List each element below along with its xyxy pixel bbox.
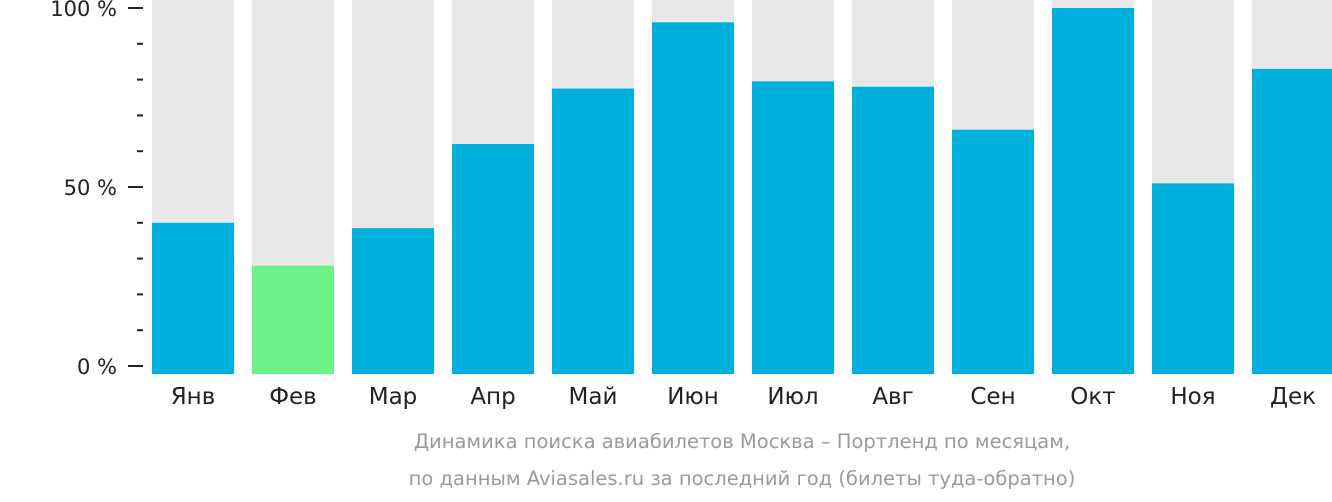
x-tick-label: Ноя	[1170, 384, 1215, 410]
bar-4	[452, 144, 534, 374]
bar-2	[252, 265, 334, 374]
chart-caption-line-1: Динамика поиска авиабилетов Москва – Пор…	[413, 430, 1071, 453]
x-tick-label: Июл	[767, 384, 818, 410]
x-tick-label: Фев	[269, 384, 317, 410]
x-axis-labels: Янв Фев Мар Апр Май Июн Июл Авг Сен Окт Ноя Дек	[171, 384, 1316, 410]
bar-12	[1252, 68, 1332, 375]
bar-9	[952, 129, 1034, 374]
x-tick-label: Мар	[369, 384, 418, 410]
chart-caption-line-2: по данным Aviasales.ru за последний год …	[408, 467, 1076, 490]
bar-chart: 0 % 50 % 100 % Янв Фев Мар Апр Май Июн Июл Авг Сен…	[50, 0, 1332, 410]
bar-5	[552, 88, 634, 375]
x-tick-label: Авг	[872, 384, 913, 410]
bar-11	[1152, 183, 1234, 374]
y-tick-label: 100 %	[50, 0, 117, 21]
x-tick-label: Май	[569, 384, 618, 410]
x-tick-label: Янв	[171, 384, 216, 410]
bar-8	[852, 86, 934, 374]
x-tick-label: Сен	[970, 384, 1015, 410]
y-tick-label: 0 %	[77, 355, 117, 379]
y-axis: 0 % 50 % 100 %	[50, 0, 143, 379]
x-tick-label: Апр	[470, 384, 515, 410]
bar-3	[352, 228, 434, 374]
bars	[152, 0, 1332, 375]
bar-1	[152, 222, 234, 374]
y-tick-label: 50 %	[64, 176, 117, 200]
bar-10	[1052, 8, 1134, 374]
bar-7	[752, 81, 834, 374]
x-tick-label: Дек	[1270, 384, 1316, 410]
x-tick-label: Окт	[1070, 384, 1115, 410]
x-tick-label: Июн	[667, 384, 719, 410]
bar-6	[652, 22, 734, 374]
